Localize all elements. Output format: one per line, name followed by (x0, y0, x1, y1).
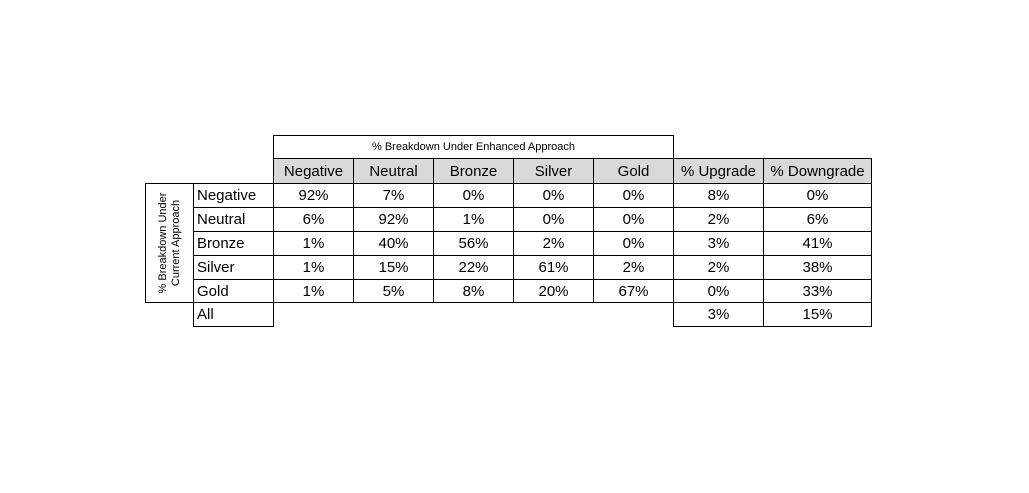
value-cell: 0% (593, 207, 674, 232)
row-label: Silver (193, 255, 274, 280)
value-cell: 1% (273, 279, 354, 303)
value-cell: 1% (273, 255, 354, 280)
row-label: Negative (193, 183, 274, 208)
row-label: Bronze (193, 231, 274, 256)
row-label: All (193, 302, 274, 327)
value-cell: 6% (273, 207, 354, 232)
value-cell: 0% (593, 231, 674, 256)
value-cell: 2% (593, 255, 674, 280)
value-cell: 3% (673, 302, 764, 327)
value-cell: 5% (353, 279, 434, 303)
value-cell: 0% (673, 279, 764, 303)
value-cell: 22% (433, 255, 514, 280)
value-cell: 92% (353, 207, 434, 232)
column-header: Gold (593, 158, 674, 184)
column-header: Silver (513, 158, 594, 184)
column-header: % Downgrade (763, 158, 872, 184)
value-cell: 8% (433, 279, 514, 303)
row-title-box: % Breakdown Under Current Approach (145, 183, 194, 303)
value-cell: 0% (433, 183, 514, 208)
value-cell: 3% (673, 231, 764, 256)
value-cell: 2% (673, 255, 764, 280)
value-cell: 33% (763, 279, 872, 303)
row-label: Gold (193, 279, 274, 303)
value-cell: 20% (513, 279, 594, 303)
value-cell: 1% (433, 207, 514, 232)
value-cell: 92% (273, 183, 354, 208)
value-cell: 38% (763, 255, 872, 280)
column-header: Neutral (353, 158, 434, 184)
value-cell: 41% (763, 231, 872, 256)
column-header: Negative (273, 158, 354, 184)
column-header: % Upgrade (673, 158, 764, 184)
row-title: % Breakdown Under Current Approach (156, 192, 182, 294)
value-cell: 2% (513, 231, 594, 256)
column-header: Bronze (433, 158, 514, 184)
value-cell: 6% (763, 207, 872, 232)
value-cell: 2% (673, 207, 764, 232)
value-cell: 0% (593, 183, 674, 208)
value-cell: 56% (433, 231, 514, 256)
value-cell: 0% (513, 183, 594, 208)
value-cell: 40% (353, 231, 434, 256)
value-cell: 0% (513, 207, 594, 232)
value-cell: 15% (353, 255, 434, 280)
table-title: % Breakdown Under Enhanced Approach (273, 135, 674, 159)
value-cell: 67% (593, 279, 674, 303)
value-cell: 8% (673, 183, 764, 208)
value-cell: 0% (763, 183, 872, 208)
value-cell: 15% (763, 302, 872, 327)
value-cell: 61% (513, 255, 594, 280)
row-label: Neutral (193, 207, 274, 232)
value-cell: 7% (353, 183, 434, 208)
value-cell: 1% (273, 231, 354, 256)
